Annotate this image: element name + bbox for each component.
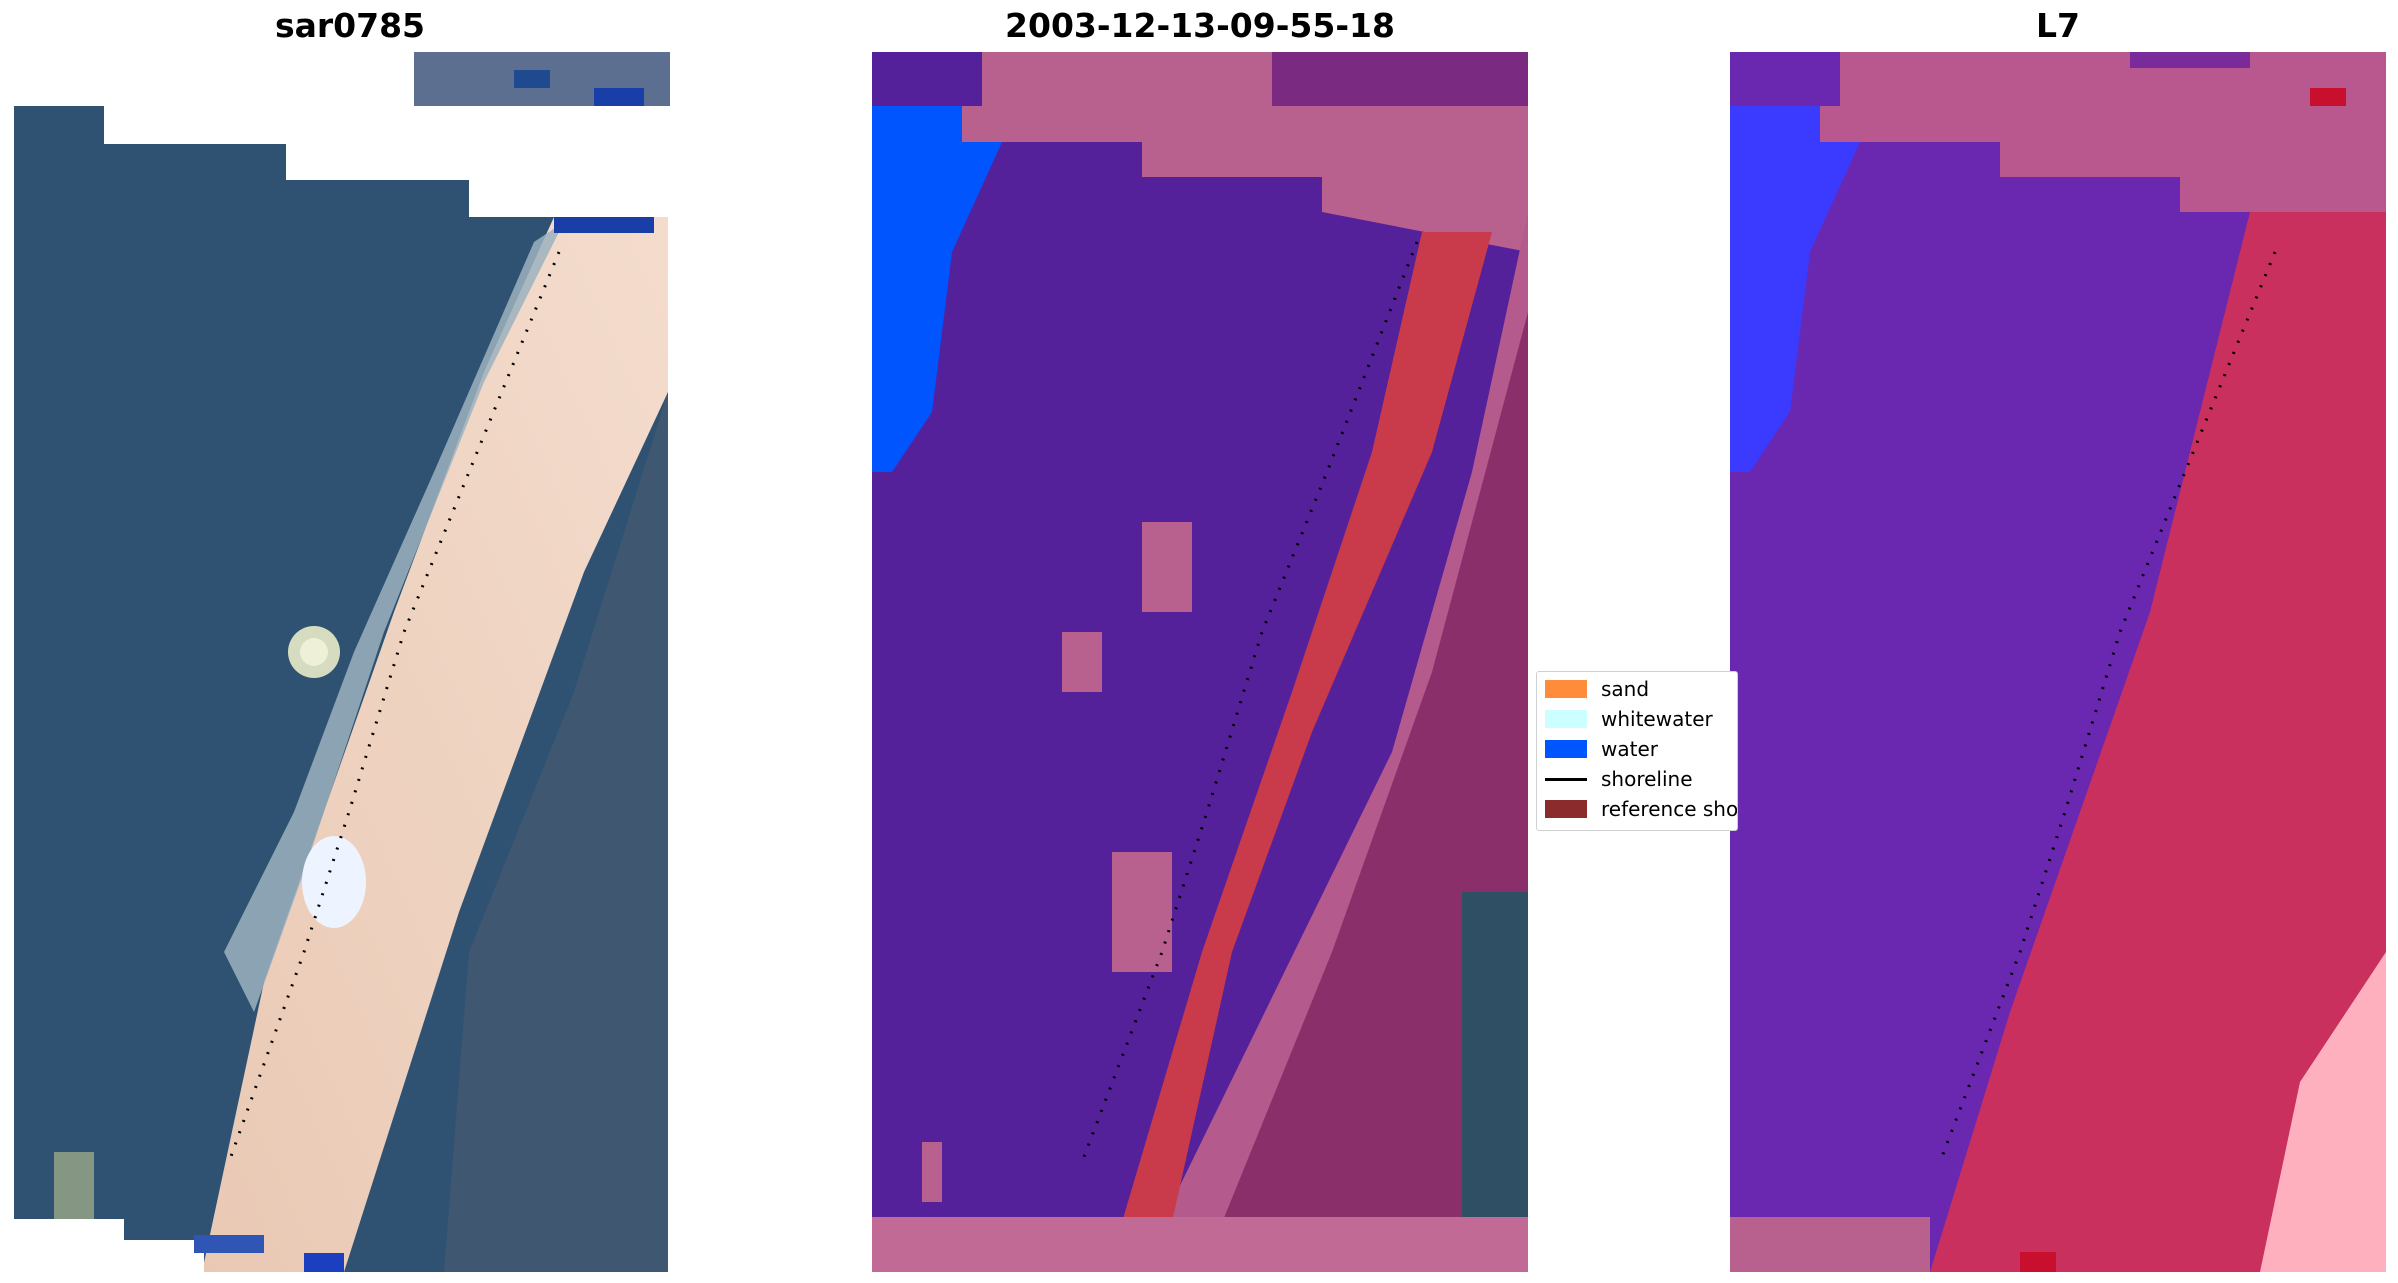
right-panel-title: L7 bbox=[2036, 6, 2080, 45]
legend-label-shoreline: shoreline bbox=[1601, 767, 1693, 791]
sand-swatch bbox=[1545, 680, 1587, 698]
legend-label-water: water bbox=[1601, 737, 1658, 761]
shoreline-line-icon bbox=[1545, 777, 1587, 781]
rgb-satellite-image bbox=[14, 52, 670, 1272]
legend-label-whitewater: whitewater bbox=[1601, 707, 1713, 731]
legend-label-sand: sand bbox=[1601, 677, 1650, 701]
classified-image bbox=[872, 52, 1528, 1272]
legend-item-whitewater: whitewater bbox=[1545, 707, 1713, 731]
reference-shoreline-swatch bbox=[1545, 800, 1587, 818]
water-swatch bbox=[1545, 740, 1587, 758]
index-image bbox=[1730, 52, 2386, 1272]
left-panel-title: sar0785 bbox=[274, 6, 426, 45]
legend-item-water: water bbox=[1545, 737, 1658, 761]
legend-item-reference-shoreline: reference shoreline bbox=[1545, 797, 1738, 821]
whitewater-swatch bbox=[1545, 710, 1587, 728]
legend: sand whitewater water shoreline referenc… bbox=[1536, 671, 1738, 831]
legend-label-reference-shoreline: reference shoreline bbox=[1601, 797, 1738, 821]
legend-item-sand: sand bbox=[1545, 677, 1650, 701]
middle-panel-title: 2003-12-13-09-55-18 bbox=[1005, 6, 1395, 45]
legend-item-shoreline: shoreline bbox=[1545, 767, 1693, 791]
